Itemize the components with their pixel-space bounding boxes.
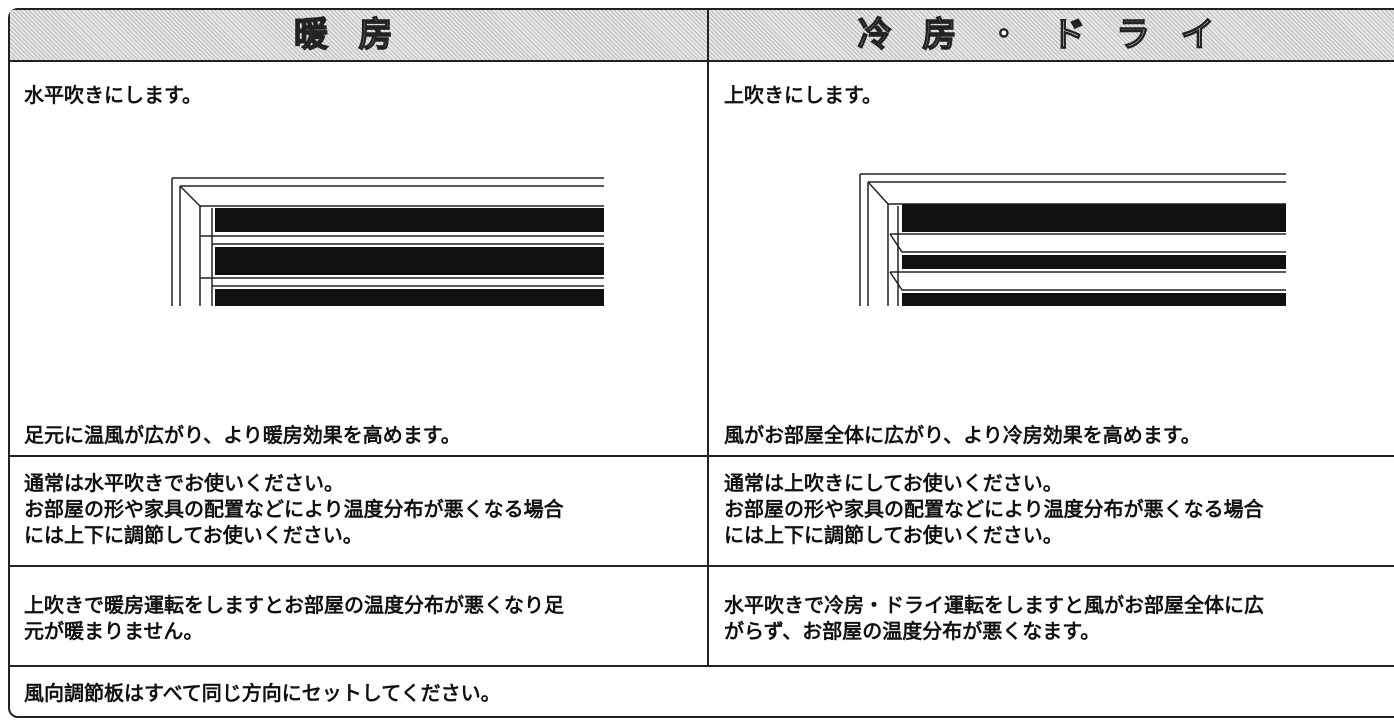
text-line: 水平吹きで冷房・ドライ運転をしますと風がお部屋全体に広 [724,593,1264,617]
header-cell: 冷房・ドライ [709,10,1394,60]
text-line: お部屋の形や家具の配置などにより温度分布が悪くなる場合 [724,497,1264,521]
text-line: 上吹きで暖房運転をしますとお部屋の温度分布が悪くなり足 [24,593,564,617]
cell-text: 足元に温風が広がり、より暖房効果を高めます。 [24,423,461,447]
cell-text: 上吹きで暖房運転をしますとお部屋の温度分布が悪くなり足 元が暖まりません。 [24,592,564,644]
cell-text: 通常は水平吹きでお使いください。 お部屋の形や家具の配置などにより温度分布が悪く… [24,470,564,548]
footer-text: 風向調節板はすべて同じ方向にセットしてください。 [24,681,501,705]
column-divider [707,8,709,667]
text-line: 元が暖まりません。 [24,619,204,643]
text-line: がらず、お部屋の温度分布が悪くなます。 [724,619,1101,643]
rule [8,565,1394,567]
text-line: 通常は上吹きにしてお使いください。 [724,471,1063,495]
cell-text: 風がお部屋全体に広がり、より冷房効果を高めます。 [724,423,1201,447]
text-line: 通常は水平吹きでお使いください。 [24,471,344,495]
cell-text: 水平吹きにします。 [24,83,202,107]
cell-text: 水平吹きで冷房・ドライ運転をしますと風がお部屋全体に広 がらず、お部屋の温度分布… [724,592,1264,644]
text-line: には上下に調節してお使いください。 [724,523,1063,547]
cell-text: 上吹きにします。 [724,83,882,107]
header-text: 冷房・ドライ [857,14,1246,55]
louver-horizontal-illustration [171,177,604,306]
cell-text: 通常は上吹きにしてお使いください。 お部屋の形や家具の配置などにより温度分布が悪… [724,470,1264,548]
rule [8,455,1394,457]
louver-upward-illustration [859,173,1286,306]
text-line: には上下に調節してお使いください。 [24,523,363,547]
header-text: 暖房 [293,14,424,55]
rule [8,60,1394,62]
header-cell: 暖房 [10,10,707,60]
rule [8,665,1394,667]
table-frame [8,8,1394,718]
text-line: お部屋の形や家具の配置などにより温度分布が悪くなる場合 [24,497,564,521]
